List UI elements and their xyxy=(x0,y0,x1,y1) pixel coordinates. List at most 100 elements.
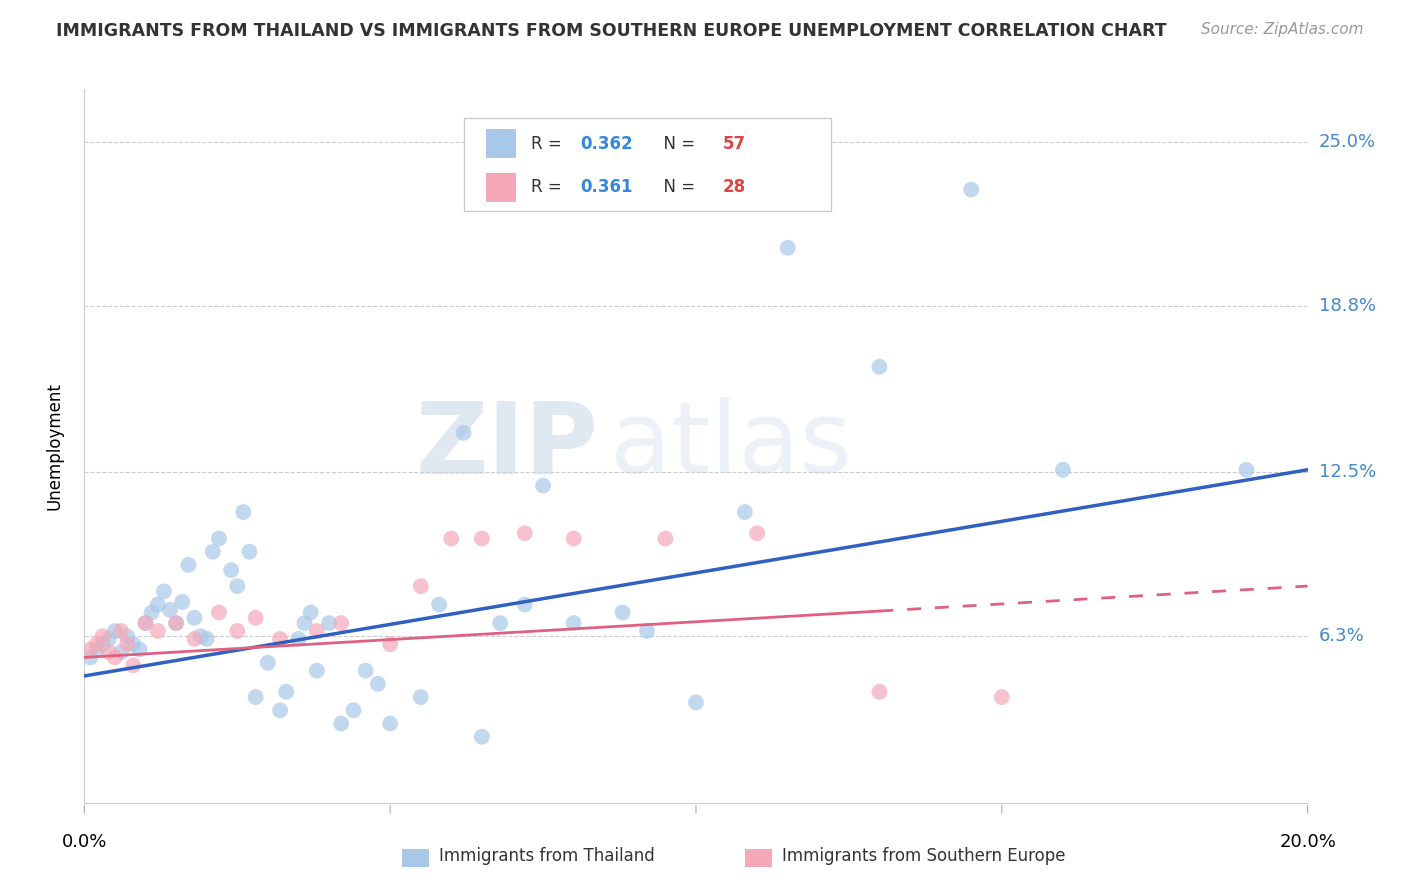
Point xyxy=(245,690,267,704)
Point xyxy=(110,624,132,638)
Text: N =: N = xyxy=(654,135,700,153)
Point xyxy=(177,558,200,572)
Point xyxy=(172,595,194,609)
Point xyxy=(471,532,494,546)
Text: 0.0%: 0.0% xyxy=(62,833,107,851)
Point xyxy=(276,685,298,699)
Point xyxy=(489,616,512,631)
Point xyxy=(453,425,475,440)
Point xyxy=(776,241,799,255)
Text: 0.361: 0.361 xyxy=(579,178,633,196)
Point xyxy=(226,624,249,638)
Point xyxy=(115,637,138,651)
Bar xyxy=(745,849,772,867)
Text: 0.362: 0.362 xyxy=(579,135,633,153)
FancyBboxPatch shape xyxy=(464,118,831,211)
Point xyxy=(409,690,432,704)
Text: atlas: atlas xyxy=(610,398,852,494)
Point xyxy=(636,624,658,638)
Point xyxy=(141,606,163,620)
Point xyxy=(342,703,364,717)
Point xyxy=(146,624,169,638)
Point xyxy=(79,650,101,665)
Point xyxy=(685,695,707,709)
Text: 25.0%: 25.0% xyxy=(1319,133,1376,151)
Text: Source: ZipAtlas.com: Source: ZipAtlas.com xyxy=(1201,22,1364,37)
Text: R =: R = xyxy=(531,178,567,196)
Point xyxy=(153,584,176,599)
Text: Immigrants from Southern Europe: Immigrants from Southern Europe xyxy=(782,847,1066,865)
Point xyxy=(305,624,328,638)
Point xyxy=(110,645,132,659)
Point xyxy=(562,616,585,631)
Point xyxy=(354,664,377,678)
Y-axis label: Unemployment: Unemployment xyxy=(45,382,63,510)
Point xyxy=(86,642,108,657)
Point xyxy=(330,616,353,631)
Point xyxy=(269,703,291,717)
Point xyxy=(440,532,463,546)
Text: 28: 28 xyxy=(723,178,747,196)
Point xyxy=(122,658,145,673)
Text: 57: 57 xyxy=(723,135,747,153)
Point xyxy=(747,526,769,541)
Point xyxy=(195,632,218,646)
Point xyxy=(208,532,231,546)
Text: 6.3%: 6.3% xyxy=(1319,627,1364,645)
Point xyxy=(1052,463,1074,477)
Point xyxy=(245,611,267,625)
Point xyxy=(380,637,402,651)
Point xyxy=(305,664,328,678)
Point xyxy=(115,629,138,643)
Point xyxy=(86,637,108,651)
Point xyxy=(183,611,205,625)
Point xyxy=(159,603,181,617)
Bar xyxy=(485,129,516,158)
Point xyxy=(991,690,1014,704)
Point xyxy=(513,598,536,612)
Point xyxy=(183,632,205,646)
Point xyxy=(1234,463,1257,477)
Point xyxy=(654,532,676,546)
Point xyxy=(97,632,120,646)
Point xyxy=(97,645,120,659)
Text: R =: R = xyxy=(531,135,567,153)
Bar xyxy=(485,173,516,202)
Text: 12.5%: 12.5% xyxy=(1319,464,1376,482)
Point xyxy=(104,624,127,638)
Point xyxy=(226,579,249,593)
Point xyxy=(330,716,353,731)
Point xyxy=(135,616,157,631)
Text: 20.0%: 20.0% xyxy=(1279,833,1336,851)
Point xyxy=(104,650,127,665)
Point xyxy=(367,677,389,691)
Text: IMMIGRANTS FROM THAILAND VS IMMIGRANTS FROM SOUTHERN EUROPE UNEMPLOYMENT CORRELA: IMMIGRANTS FROM THAILAND VS IMMIGRANTS F… xyxy=(56,22,1167,40)
Point xyxy=(869,359,891,374)
Point xyxy=(287,632,309,646)
Point xyxy=(208,606,231,620)
Point xyxy=(238,545,260,559)
Point xyxy=(257,656,280,670)
Point xyxy=(91,629,114,643)
Point xyxy=(128,642,150,657)
Point xyxy=(135,616,157,631)
Point xyxy=(232,505,254,519)
Point xyxy=(869,685,891,699)
Text: N =: N = xyxy=(654,178,700,196)
Point xyxy=(91,637,114,651)
Bar xyxy=(402,849,429,867)
Point xyxy=(409,579,432,593)
Point xyxy=(612,606,634,620)
Point xyxy=(513,526,536,541)
Point xyxy=(318,616,340,631)
Point xyxy=(734,505,756,519)
Text: ZIP: ZIP xyxy=(415,398,598,494)
Text: 18.8%: 18.8% xyxy=(1319,297,1375,315)
Point xyxy=(201,545,224,559)
Point xyxy=(299,606,322,620)
Point xyxy=(219,563,242,577)
Point xyxy=(146,598,169,612)
Point xyxy=(269,632,291,646)
Point xyxy=(471,730,494,744)
Point xyxy=(190,629,212,643)
